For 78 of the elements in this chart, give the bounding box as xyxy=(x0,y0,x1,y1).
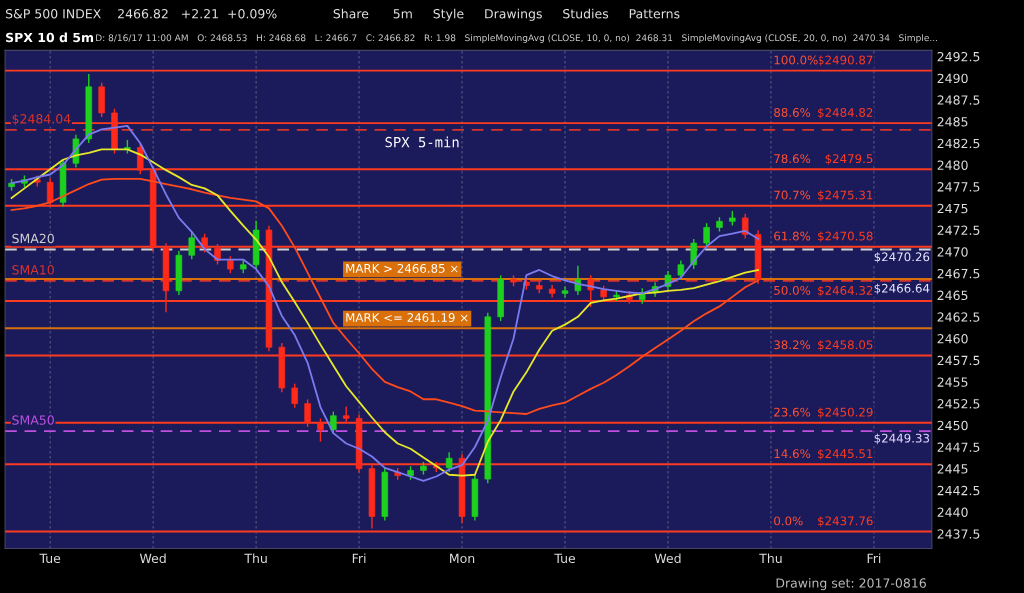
candlestick xyxy=(561,286,569,298)
ref-line-label: $2445.51 xyxy=(818,448,873,460)
candlestick xyxy=(188,231,195,260)
x-tick-label: Wed xyxy=(139,553,166,564)
annotation: 78.6% xyxy=(774,154,811,164)
ref-line-label: $2484.82 xyxy=(818,107,873,119)
annotation: 50.0% xyxy=(774,285,811,295)
candlestick xyxy=(690,238,697,269)
candlestick xyxy=(703,223,710,248)
ref-line-label: SMA10 xyxy=(12,265,54,275)
annotation: 38.2% xyxy=(774,340,811,350)
ref-line-label: MARK <= 2461.19 × xyxy=(346,313,468,322)
y-tick-label: 2462.5 xyxy=(937,312,980,322)
x-tick-label: Thu xyxy=(244,553,267,564)
y-tick-label: 2445 xyxy=(937,464,968,474)
y-tick-label: 2447.5 xyxy=(937,442,980,452)
ref-line-label: $2475.31 xyxy=(818,190,873,202)
annotation: 100.0% xyxy=(774,55,818,65)
y-tick-label: 2470 xyxy=(937,247,968,257)
ref-line-label: $2458.05 xyxy=(818,340,873,351)
x-tick-label: Tue xyxy=(39,553,61,564)
ref-line-label: $2464.32 xyxy=(818,285,873,297)
annotation: 23.6% xyxy=(774,407,811,417)
candlestick xyxy=(137,143,144,175)
annotation: 70.7% xyxy=(774,190,811,200)
annotation: 14.6% xyxy=(774,449,811,459)
y-tick-label: 2452.5 xyxy=(937,399,980,409)
ref-line-label: $2479.5 xyxy=(825,153,873,165)
annotation: SPX 5-min xyxy=(385,136,459,148)
x-tick-label: Tue xyxy=(554,553,576,564)
y-tick-label: 2487.5 xyxy=(937,95,980,105)
y-tick-label: 2472.5 xyxy=(937,225,980,235)
ref-line-label: SMA20 xyxy=(12,233,54,244)
ref-line-label: $2470.58 xyxy=(818,231,873,243)
y-tick-label: 2457.5 xyxy=(937,355,980,366)
line-series xyxy=(10,177,759,415)
candlestick xyxy=(304,399,311,427)
annotation: $2449.33 xyxy=(874,433,930,445)
candlestick xyxy=(317,418,324,442)
annotation: 61.8% xyxy=(774,231,811,241)
y-tick-label: 2460 xyxy=(937,333,968,344)
text: S&P 500 INDEX 2466.82 +2.21 +0.09% Share 5m Style Drawings Studies Patterns xyxy=(5,8,680,21)
x-tick-label: Fri xyxy=(867,553,881,563)
annotation: $2470.26 xyxy=(874,252,930,263)
candlestick xyxy=(445,452,453,472)
y-tick-label: 2440 xyxy=(937,507,968,517)
ref-line-label: $2450.29 xyxy=(818,407,873,419)
y-tick-label: 2482.5 xyxy=(937,138,980,149)
y-tick-label: 2467.5 xyxy=(937,268,980,279)
y-tick-label: 2475 xyxy=(937,203,968,214)
y-tick-label: 2477.5 xyxy=(937,182,980,192)
text: Drawing set: 2017-0816 xyxy=(776,578,926,591)
annotation: $2466.64 xyxy=(874,283,930,295)
x-tick-label: Wed xyxy=(654,553,681,564)
y-tick-label: 2485 xyxy=(937,117,968,127)
y-tick-label: 2490 xyxy=(937,73,968,84)
y-tick-label: 2437.5 xyxy=(937,529,980,539)
ref-line-label: $2437.76 xyxy=(818,516,873,527)
x-tick-label: Thu xyxy=(759,553,782,564)
chart-subtitle: D: 8/16/17 11:00 AM O: 2468.53 H: 2468.68 L: 2466.7 C: 2466.82 R: 1.98 SimpleMovingAvg (CLOSE, 10, 0, no) 2468.31 SimpleMovingAvg (CLOSE, 20, 0, no) 2470.34 Simple... xyxy=(96,34,938,43)
y-tick-label: 2480 xyxy=(937,160,968,170)
y-tick-label: 2492.5 xyxy=(937,51,980,62)
y-tick-label: 2450 xyxy=(937,420,968,431)
x-tick-label: Fri xyxy=(352,553,366,563)
chart-title: SPX 10 d 5m xyxy=(6,32,94,43)
candlestick xyxy=(291,383,298,408)
ref-line-label: $2490.87 xyxy=(818,55,873,66)
y-tick-label: 2442.5 xyxy=(937,485,980,496)
annotation: 88.6% xyxy=(774,108,811,117)
candlestick xyxy=(46,178,54,207)
ref-line-label: $2484.04 xyxy=(12,113,71,126)
candlestick xyxy=(574,265,582,295)
ref-line-label: SMA50 xyxy=(12,415,54,425)
ref-line-label: MARK > 2466.85 × xyxy=(346,263,458,273)
y-tick-label: 2465 xyxy=(937,290,968,301)
annotation: 0.0% xyxy=(774,516,803,526)
y-tick-label: 2455 xyxy=(937,377,968,387)
x-tick-label: Mon xyxy=(450,553,475,564)
